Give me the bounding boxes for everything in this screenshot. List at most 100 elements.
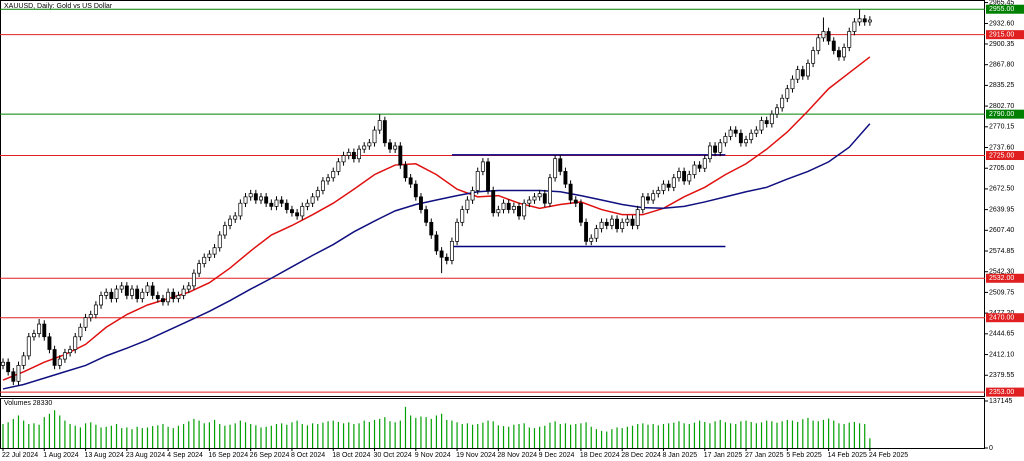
candle-body	[718, 142, 723, 153]
candle-body	[114, 288, 119, 299]
candle-body	[326, 177, 331, 182]
candle-body	[620, 221, 625, 230]
candle-body	[584, 221, 589, 242]
candle-body	[800, 69, 805, 77]
candle-body	[857, 18, 862, 23]
x-tick-label: 26 Sep 2024	[250, 452, 290, 459]
candle-body	[207, 253, 212, 258]
candle-body	[480, 161, 485, 172]
candle-body	[135, 288, 140, 299]
candle-body	[511, 206, 516, 210]
candle-body	[191, 272, 196, 287]
candle-body	[1, 361, 5, 366]
y-tick-label: 2542.30	[989, 269, 1014, 276]
candle-body	[790, 78, 795, 90]
candle-body	[351, 151, 356, 160]
y-tick-label: 2379.55	[989, 372, 1014, 379]
candle-body	[697, 164, 702, 169]
candle-body	[553, 158, 558, 179]
candle-body	[279, 199, 284, 204]
level-label: 2725.00	[989, 152, 1014, 159]
candle-body	[568, 183, 573, 201]
candle-body	[764, 120, 769, 125]
candle-body	[816, 37, 821, 51]
candle-body	[780, 97, 785, 109]
candle-body	[73, 336, 78, 350]
candle-body	[615, 218, 619, 230]
candle-body	[166, 291, 171, 303]
candle-body	[393, 145, 398, 150]
candle-body	[161, 298, 165, 303]
candle-body	[197, 263, 202, 274]
candle-body	[563, 171, 568, 185]
level-label-box	[986, 151, 1024, 161]
candle-body	[651, 193, 656, 201]
y-tick-label: 2965.45	[989, 0, 1014, 6]
candle-body	[826, 31, 831, 42]
candle-body	[558, 158, 563, 172]
y-tick-label: 2412.10	[989, 351, 1014, 358]
candle-body	[233, 215, 238, 220]
candle-body	[707, 145, 712, 160]
x-tick-label: 23 Aug 2024	[126, 452, 165, 459]
y-tick-label: 2705.00	[989, 165, 1014, 172]
x-tick-label: 19 Nov 2024	[456, 452, 496, 459]
candle-body	[486, 161, 490, 191]
candle-body	[26, 336, 31, 357]
candle-body	[599, 221, 604, 230]
candle-body	[532, 196, 537, 201]
level-label-box	[986, 109, 1024, 119]
candle-body	[259, 196, 263, 201]
candle-body	[728, 129, 733, 137]
candle-body	[578, 202, 583, 223]
candle-body	[398, 145, 403, 166]
candle-body	[32, 333, 36, 338]
candle-body	[527, 199, 532, 204]
candle-body	[862, 18, 867, 23]
level-label-box	[986, 4, 1024, 14]
candle-body	[646, 196, 650, 201]
candle-body	[140, 291, 145, 299]
moving-average	[2, 56, 871, 381]
candle-body	[11, 371, 16, 382]
y-tick-label: 2835.25	[989, 82, 1014, 89]
level-label: 2955.00	[989, 6, 1014, 13]
candle-body	[635, 209, 640, 226]
candle-body	[336, 161, 341, 172]
candle-body	[573, 199, 578, 204]
candle-body	[21, 355, 26, 366]
candle-body	[702, 158, 707, 169]
candle-body	[625, 218, 630, 223]
moving-average	[2, 123, 871, 390]
x-tick-label: 30 Oct 2024	[374, 452, 412, 459]
x-tick-label: 24 Feb 2025	[869, 452, 908, 459]
candle-body	[295, 212, 300, 217]
candle-body	[357, 148, 361, 160]
candle-body	[119, 285, 124, 290]
x-tick-label: 8 Jan 2025	[662, 452, 697, 459]
volume-tick-label: 137145	[989, 398, 1012, 405]
candle-body	[475, 171, 480, 191]
candle-body	[52, 349, 57, 366]
x-tick-label: 1 Aug 2024	[43, 452, 79, 459]
x-tick-label: 17 Jan 2025	[704, 452, 743, 459]
candle-body	[852, 21, 857, 32]
candle-body	[93, 304, 98, 315]
candle-body	[733, 129, 738, 134]
candle-body	[145, 285, 150, 293]
candle-body	[517, 206, 521, 217]
x-tick-label: 5 Feb 2025	[786, 452, 822, 459]
candle-body	[542, 193, 547, 204]
candle-body	[269, 202, 274, 207]
level-label: 2790.00	[989, 111, 1014, 118]
x-tick-label: 18 Dec 2024	[580, 452, 620, 459]
candle-body	[382, 120, 387, 144]
candle-body	[171, 291, 176, 299]
candle-body	[408, 177, 413, 185]
candle-body	[449, 241, 454, 261]
candle-body	[62, 352, 67, 360]
candle-body	[692, 164, 697, 175]
candle-body	[243, 196, 248, 204]
candle-body	[264, 196, 269, 204]
candle-body	[434, 234, 439, 252]
